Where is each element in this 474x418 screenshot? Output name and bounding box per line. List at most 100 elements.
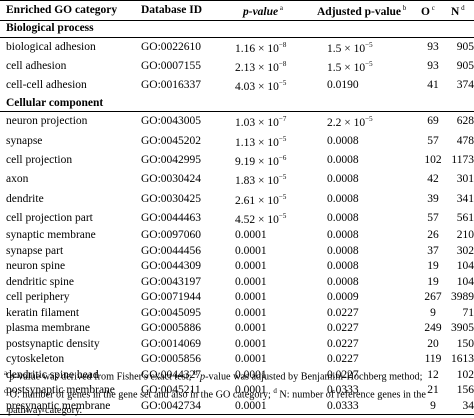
go-term: axon: [6, 173, 29, 186]
o-count: 39: [427, 192, 439, 205]
o-count: 21: [427, 384, 439, 397]
go-id: GO:0045202: [141, 134, 202, 147]
table-footnotes: a p-value was derived from Fisher's exac…: [0, 366, 474, 418]
go-id: GO:0043005: [141, 115, 202, 128]
o-count: 20: [427, 337, 439, 350]
p-value: 0.0001: [235, 322, 267, 335]
o-count: 41: [427, 79, 439, 92]
o-count: 57: [427, 211, 439, 224]
o-count: 93: [427, 60, 439, 73]
go-id: GO:0030424: [141, 173, 202, 186]
go-term: neuron projection: [6, 115, 88, 128]
table-header: Enriched GO category Database ID p-value…: [0, 0, 474, 22]
adjusted-p-value: 0.0227: [327, 337, 359, 350]
go-term: cell adhesion: [6, 60, 67, 73]
footnote-line-3: pathway category.: [8, 404, 83, 416]
adjusted-p-value: 1.5 × 10−5: [327, 40, 373, 55]
go-id: GO:0016337: [141, 79, 202, 92]
go-id: GO:0071944: [141, 291, 202, 304]
adjusted-p-value: 0.0227: [327, 322, 359, 335]
adjusted-p-value: 0.0227: [327, 353, 359, 366]
p-value: 0.0001: [235, 291, 267, 304]
p-value: 0.0001: [235, 384, 267, 397]
header-database-id: Database ID: [133, 0, 229, 22]
go-id: GO:0030425: [141, 192, 202, 205]
footnote-line-1: a p-value was derived from Fisher's exac…: [4, 369, 423, 383]
n-count: 478: [456, 134, 474, 147]
adjusted-p-value: 2.2 × 10−5: [327, 115, 373, 130]
o-count: 249: [424, 322, 442, 335]
n-count: 905: [456, 40, 474, 53]
go-id: GO:0045095: [141, 306, 202, 319]
o-count: 57: [427, 134, 439, 147]
go-id: GO:0022610: [141, 40, 202, 53]
o-count: 19: [427, 260, 439, 273]
go-id: GO:0044327: [141, 368, 202, 381]
go-id: GO:0045211: [141, 384, 201, 397]
adjusted-p-value: 0.0008: [327, 134, 359, 147]
section-header-row: Cellular component: [0, 95, 474, 113]
n-count: 302: [456, 244, 474, 257]
section-header-row: Biological process: [0, 20, 474, 38]
o-count: 119: [424, 353, 442, 366]
adjusted-p-value: 0.0333: [327, 384, 359, 397]
p-value: 9.19 × 10−6: [235, 153, 287, 168]
go-term: cell projection part: [6, 211, 93, 224]
go-term: dendrite: [6, 192, 44, 205]
o-count: 267: [424, 291, 442, 304]
o-count: 69: [427, 115, 439, 128]
table-row: synapse GO:0045202 1.13 × 10−5 0.0008 57 478: [0, 132, 474, 151]
table-row: cell adhesion GO:0007155 2.13 × 10−8 1.5 × …: [0, 57, 474, 76]
go-term: synapse: [6, 134, 43, 147]
table-row: postsynaptic density GO:0014069 0.0001 0.02…: [0, 337, 474, 353]
go-term: postsynaptic membrane: [6, 384, 115, 397]
table-row: cell-cell adhesion GO:0016337 4.03 × 10−5 0…: [0, 76, 474, 95]
go-term: dendritic spine head: [6, 368, 99, 381]
table-row: keratin filament GO:0045095 0.0001 0.0227 9 7…: [0, 306, 474, 322]
footnote-a: -value was derived from Fisher's exact t…: [14, 371, 192, 383]
go-id: GO:0007155: [141, 60, 202, 73]
p-value: 1.83 × 10−5: [235, 173, 287, 188]
table-row: plasma membrane GO:0005886 0.0001 0.0227 249…: [0, 321, 474, 337]
adjusted-p-value: 0.0008: [327, 244, 359, 257]
n-count: 561: [456, 211, 474, 224]
adjusted-p-value: 0.0008: [327, 192, 359, 205]
adjusted-p-value: 1.5 × 10−5: [327, 60, 373, 74]
go-term: cell periphery: [6, 291, 70, 304]
go-term: plasma membrane: [6, 322, 90, 335]
p-value: 0.0001: [235, 244, 267, 257]
n-count: 3905: [451, 322, 474, 335]
table-row: dendritic spine head GO:0044327 0.0001 0.02…: [0, 368, 474, 384]
n-count: 1173: [451, 153, 474, 166]
p-value: 0.0001: [235, 337, 267, 350]
footnote-c: O: number of genes in the gene set and a…: [9, 389, 271, 401]
p-value: 0.0001: [235, 368, 267, 381]
adjusted-p-value: 0.0008: [327, 153, 359, 166]
table-row: postsynaptic membrane GO:0045211 0.0001 0.0…: [0, 383, 474, 399]
o-count: 93: [427, 40, 439, 53]
o-count: 102: [424, 153, 442, 166]
go-id: GO:0005856: [141, 353, 202, 366]
section-title: Biological process: [0, 20, 474, 38]
table-row: cell periphery GO:0071944 0.0001 0.0009 267 3…: [0, 290, 474, 306]
go-term: synapse part: [6, 244, 64, 257]
n-count: 301: [456, 173, 474, 186]
adjusted-p-value: 0.0190: [327, 79, 359, 92]
n-count: 374: [456, 79, 474, 92]
go-term: keratin filament: [6, 306, 80, 319]
o-count: 9: [430, 306, 436, 319]
header-n: N d: [445, 0, 474, 22]
go-id: GO:0042995: [141, 153, 202, 166]
p-value: 4.03 × 10−5: [235, 79, 287, 94]
p-value: 2.61 × 10−5: [235, 192, 287, 207]
n-count: 71: [462, 306, 474, 319]
p-value: 1.13 × 10−5: [235, 134, 287, 149]
section-title: Cellular component: [0, 95, 474, 113]
n-count: 905: [456, 60, 474, 73]
header-adjusted-pvalue: Adjusted p-value b: [309, 0, 421, 22]
go-id: GO:0043197: [141, 275, 202, 288]
adjusted-p-value: 0.0009: [327, 291, 359, 304]
p-value: 2.13 × 10−8: [235, 60, 287, 74]
table-row: dendritic spine GO:0043197 0.0001 0.0008 19 1…: [0, 275, 474, 291]
